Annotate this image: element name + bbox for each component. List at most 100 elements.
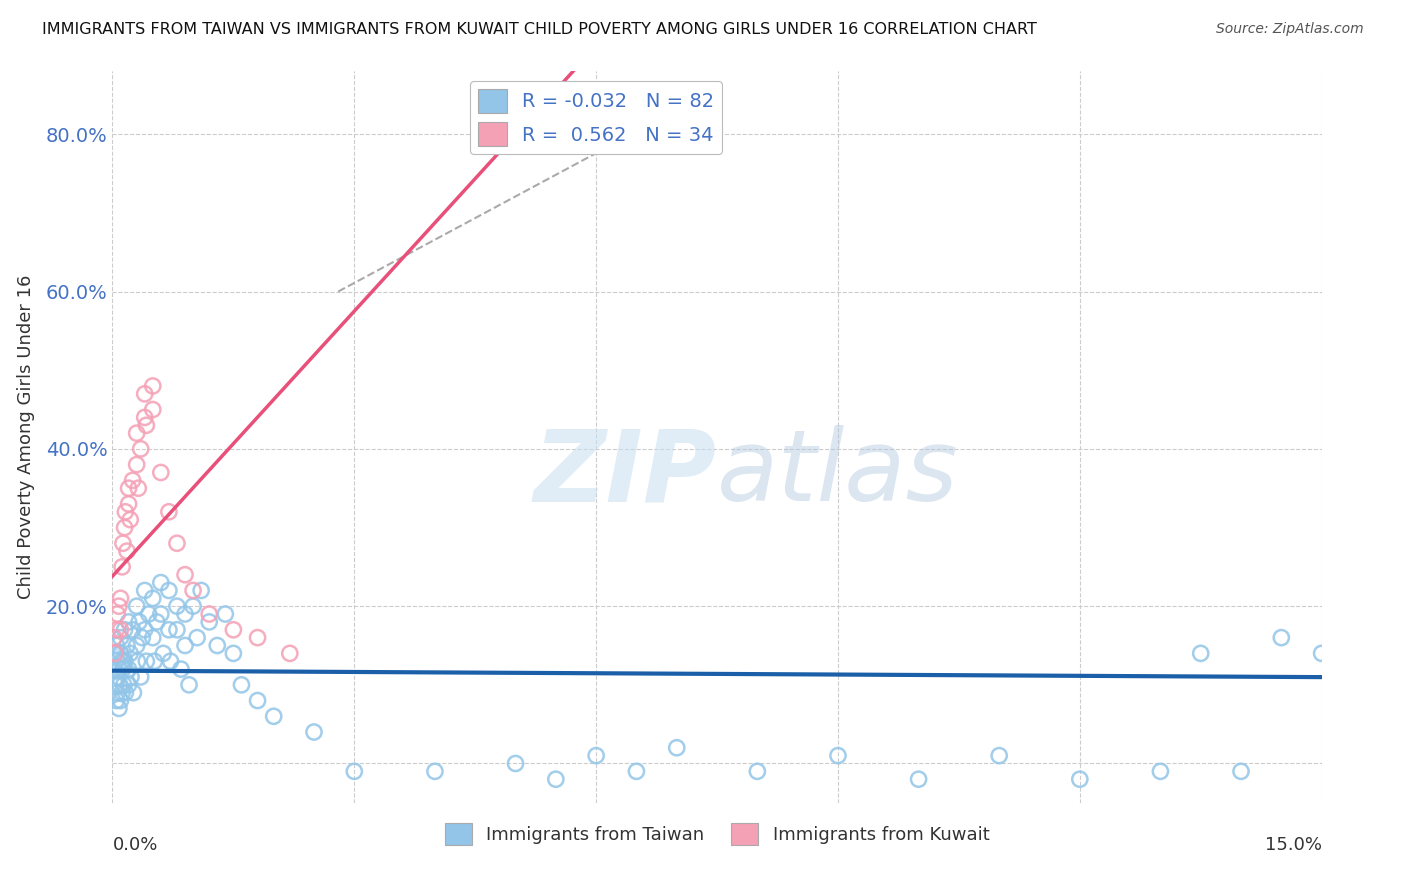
Point xyxy=(111,654,134,668)
Point xyxy=(142,591,165,606)
Point xyxy=(142,402,165,417)
Point xyxy=(198,615,221,629)
Text: IMMIGRANTS FROM TAIWAN VS IMMIGRANTS FROM KUWAIT CHILD POVERTY AMONG GIRLS UNDER: IMMIGRANTS FROM TAIWAN VS IMMIGRANTS FRO… xyxy=(42,22,1038,37)
Point xyxy=(110,646,132,660)
Y-axis label: Child Poverty Among Girls Under 16: Child Poverty Among Girls Under 16 xyxy=(17,275,35,599)
Point xyxy=(142,379,165,393)
Point xyxy=(134,410,156,425)
Point xyxy=(105,607,128,621)
Point xyxy=(117,678,139,692)
Point xyxy=(1149,764,1171,779)
Point xyxy=(135,418,157,433)
Point xyxy=(626,764,648,779)
Point xyxy=(112,678,135,692)
Point xyxy=(114,520,136,534)
Point xyxy=(190,583,212,598)
Point xyxy=(111,662,134,676)
Point xyxy=(108,678,131,692)
Point xyxy=(105,623,128,637)
Point xyxy=(1310,646,1333,660)
Point xyxy=(181,599,204,614)
Point xyxy=(1189,646,1212,660)
Point xyxy=(665,740,688,755)
Point xyxy=(585,748,607,763)
Text: atlas: atlas xyxy=(717,425,959,522)
Point xyxy=(343,764,366,779)
Point xyxy=(157,623,180,637)
Point xyxy=(108,662,131,676)
Point xyxy=(186,631,208,645)
Point xyxy=(121,623,143,637)
Point xyxy=(174,607,197,621)
Text: ZIP: ZIP xyxy=(534,425,717,522)
Point xyxy=(131,631,153,645)
Point xyxy=(143,654,166,668)
Point xyxy=(166,599,188,614)
Point xyxy=(105,639,128,653)
Point xyxy=(159,654,181,668)
Point xyxy=(127,654,149,668)
Point xyxy=(214,607,236,621)
Point xyxy=(117,662,139,676)
Point xyxy=(134,623,156,637)
Point xyxy=(127,481,149,495)
Point xyxy=(115,544,138,558)
Text: 0.0%: 0.0% xyxy=(112,836,157,854)
Point xyxy=(146,615,169,629)
Point xyxy=(111,686,134,700)
Point xyxy=(1069,772,1091,787)
Point xyxy=(111,559,134,574)
Point xyxy=(104,678,127,692)
Legend: Immigrants from Taiwan, Immigrants from Kuwait: Immigrants from Taiwan, Immigrants from … xyxy=(437,816,997,852)
Point xyxy=(128,615,150,629)
Point xyxy=(111,536,134,550)
Point xyxy=(149,466,172,480)
Point xyxy=(177,678,200,692)
Point xyxy=(120,646,142,660)
Point xyxy=(125,639,148,653)
Point xyxy=(103,662,125,676)
Point xyxy=(105,686,128,700)
Point xyxy=(198,607,221,621)
Point xyxy=(149,575,172,590)
Point xyxy=(827,748,849,763)
Point xyxy=(105,693,128,707)
Point xyxy=(222,646,245,660)
Point xyxy=(107,670,129,684)
Point xyxy=(108,599,131,614)
Point xyxy=(108,701,131,715)
Point xyxy=(505,756,527,771)
Point xyxy=(110,623,132,637)
Point xyxy=(1270,631,1292,645)
Point xyxy=(157,505,180,519)
Point xyxy=(115,639,138,653)
Point xyxy=(246,631,269,645)
Point xyxy=(129,670,152,684)
Point xyxy=(222,623,245,637)
Point xyxy=(907,772,929,787)
Point xyxy=(166,623,188,637)
Point xyxy=(114,686,136,700)
Point xyxy=(120,513,142,527)
Point xyxy=(181,583,204,598)
Point xyxy=(110,591,132,606)
Point xyxy=(302,725,325,739)
Text: 15.0%: 15.0% xyxy=(1264,836,1322,854)
Point xyxy=(104,646,127,660)
Point xyxy=(174,639,197,653)
Point xyxy=(166,536,188,550)
Point xyxy=(103,631,125,645)
Point xyxy=(152,646,174,660)
Point xyxy=(231,678,253,692)
Point xyxy=(423,764,446,779)
Point xyxy=(120,670,142,684)
Point xyxy=(114,623,136,637)
Point xyxy=(1230,764,1253,779)
Point xyxy=(122,686,145,700)
Point xyxy=(114,505,136,519)
Point xyxy=(135,654,157,668)
Point xyxy=(170,662,193,676)
Point xyxy=(114,654,136,668)
Point xyxy=(207,639,229,653)
Point xyxy=(544,772,567,787)
